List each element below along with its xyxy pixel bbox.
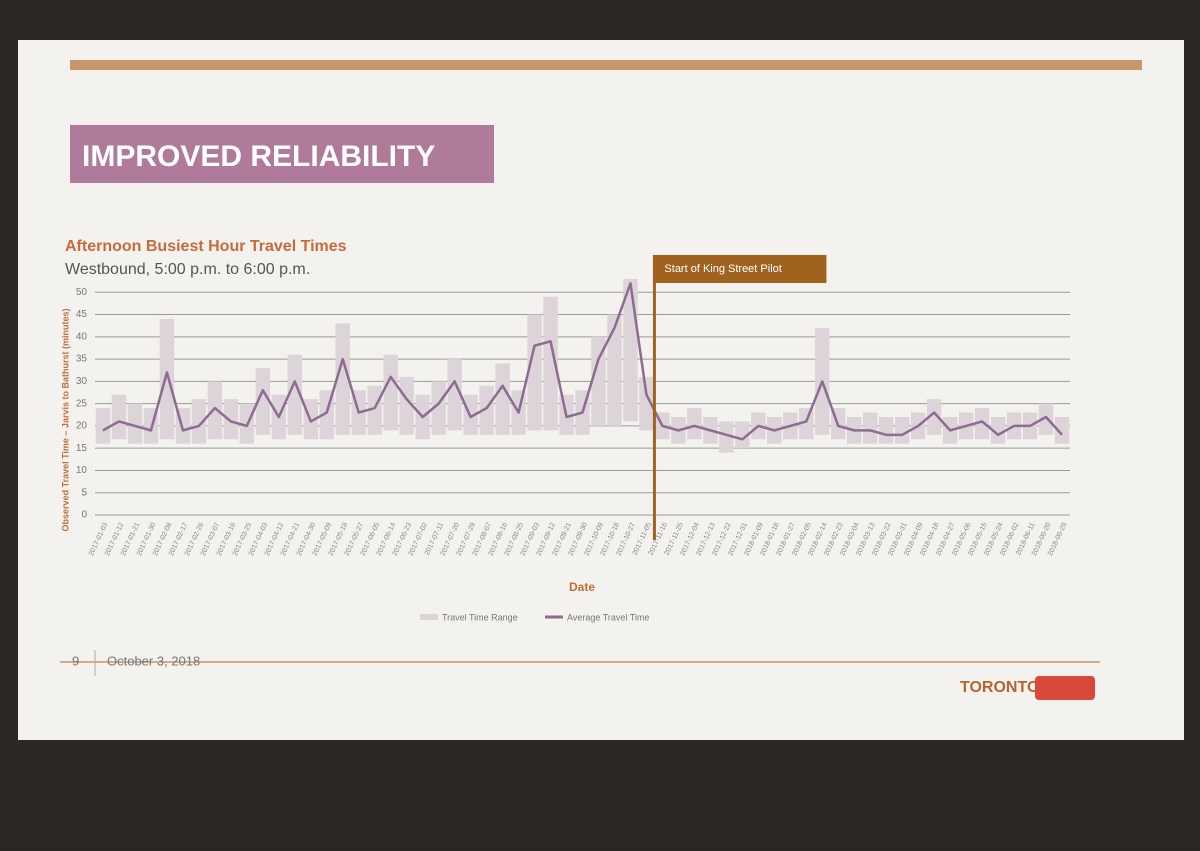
page-number: 9	[72, 653, 79, 668]
range-bar	[383, 354, 398, 431]
range-bar	[367, 385, 382, 435]
y-tick-label: 0	[81, 510, 87, 521]
range-bar	[878, 417, 894, 444]
range-bar	[974, 408, 990, 440]
y-tick-label: 30	[76, 376, 88, 387]
range-bar	[591, 336, 606, 426]
range-bar	[223, 399, 239, 440]
range-bar	[863, 412, 878, 444]
range-bar	[894, 417, 910, 444]
y-tick-label: 45	[76, 309, 88, 320]
range-bar	[111, 394, 127, 440]
range-bar	[495, 363, 510, 435]
range-bar	[719, 421, 734, 453]
range-bar	[479, 385, 494, 435]
ttc-logo	[1035, 676, 1095, 700]
y-tick-label: 10	[76, 465, 88, 476]
y-axis-label: Observed Travel Time – Jarvis to Bathurs…	[60, 309, 70, 532]
slide-date: October 3, 2018	[107, 653, 200, 668]
average-line	[102, 282, 1063, 441]
slide-band	[70, 60, 1142, 70]
range-bar	[255, 368, 271, 435]
range-bar	[207, 381, 223, 440]
range-bar	[1038, 403, 1054, 435]
range-bar	[543, 296, 558, 431]
range-bar	[287, 354, 302, 435]
range-bar	[1054, 417, 1070, 444]
y-tick-label: 5	[81, 487, 87, 498]
range-bar	[926, 399, 942, 435]
range-bar	[431, 381, 446, 435]
y-tick-label: 35	[76, 354, 88, 365]
range-bar	[607, 314, 622, 426]
range-bar	[687, 408, 702, 440]
legend-swatch	[420, 614, 438, 620]
range-bar	[191, 399, 207, 444]
y-tick-label: 50	[76, 287, 88, 298]
slide-title: IMPROVED RELIABILITY	[82, 140, 435, 173]
chart-title: Afternoon Busiest Hour Travel Times	[65, 238, 347, 255]
range-bar	[399, 376, 414, 435]
logo: TORONTO	[960, 679, 1039, 696]
title-box	[70, 125, 494, 183]
y-tick-label: 25	[76, 398, 88, 409]
pilot-label-box	[654, 255, 827, 283]
legend-label: Travel Time Range	[442, 612, 518, 622]
range-bar	[799, 408, 814, 440]
range-bar	[159, 319, 175, 440]
range-bar	[639, 376, 654, 431]
range-bar	[527, 314, 542, 431]
y-tick-label: 20	[76, 421, 88, 432]
y-tick-label: 40	[76, 331, 88, 342]
range-bar	[735, 421, 750, 449]
pilot-label: Start of King Street Pilot	[664, 263, 781, 275]
chart-subtitle: Westbound, 5:00 p.m. to 6:00 p.m.	[65, 261, 310, 278]
x-axis-label: Date	[569, 580, 595, 594]
legend-label: Average Travel Time	[567, 612, 649, 622]
range-bar	[95, 408, 111, 444]
range-bar	[990, 417, 1006, 444]
y-tick-label: 15	[76, 443, 88, 454]
range-bar	[447, 359, 462, 431]
range-bar	[127, 403, 143, 444]
range-bar	[335, 323, 350, 435]
